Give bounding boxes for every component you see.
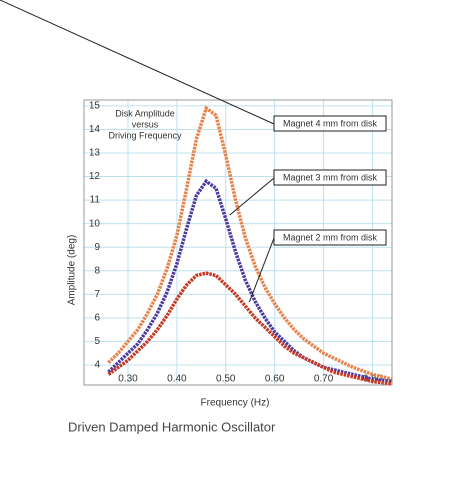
- y-tick-label: 13: [89, 148, 101, 159]
- caption: Driven Damped Harmonic Oscillator: [68, 419, 276, 434]
- series-line: [107, 105, 393, 381]
- plot-title: Disk Amplitude: [115, 108, 175, 118]
- y-tick-label: 9: [94, 242, 100, 253]
- y-axis-label: Amplitude (deg): [67, 235, 78, 306]
- y-tick-label: 6: [94, 313, 100, 324]
- legend-label: Magnet 4 mm from disk: [283, 118, 378, 128]
- callout-line: [0, 0, 275, 125]
- legend-label: Magnet 3 mm from disk: [283, 172, 378, 182]
- y-tick-label: 14: [89, 124, 101, 135]
- series-line: [107, 271, 393, 386]
- x-tick-label: 0.60: [265, 374, 285, 385]
- x-tick-label: 0.50: [216, 374, 236, 385]
- x-tick-label: 0.30: [118, 374, 138, 385]
- plot-title: versus: [132, 119, 159, 129]
- x-axis-label: Frequency (Hz): [201, 398, 270, 409]
- x-tick-label: 0.40: [167, 374, 187, 385]
- y-tick-label: 10: [89, 218, 101, 229]
- y-tick-label: 4: [94, 360, 100, 371]
- series-line: [107, 178, 393, 384]
- y-tick-label: 12: [89, 171, 101, 182]
- y-tick-label: 15: [89, 101, 101, 112]
- y-tick-label: 8: [94, 265, 100, 276]
- y-tick-label: 7: [94, 289, 100, 300]
- legend-label: Magnet 2 mm from disk: [283, 232, 378, 242]
- legend-box: [273, 229, 387, 246]
- legend-box: [273, 115, 387, 132]
- legend-box: [273, 169, 387, 186]
- x-tick-label: 0.70: [314, 374, 334, 385]
- plot-frame: [83, 99, 393, 386]
- y-tick-label: 11: [90, 195, 101, 206]
- callout-line: [229, 177, 275, 216]
- y-tick-label: 5: [94, 336, 100, 347]
- plot-title: Driving Frequency: [108, 130, 182, 140]
- callout-line: [248, 237, 275, 303]
